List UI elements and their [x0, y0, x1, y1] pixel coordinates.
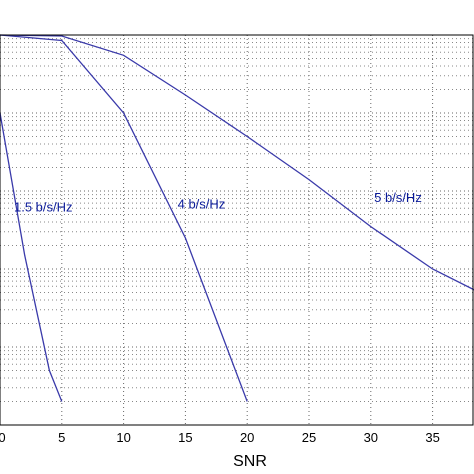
- x-axis-title: SNR: [233, 453, 267, 470]
- series-annotation-3: 5 b/s/Hz: [374, 190, 422, 205]
- x-tick-label: 30: [364, 430, 378, 445]
- grid: [0, 35, 473, 425]
- series-annotation-2: 4 b/s/Hz: [178, 196, 226, 211]
- annotations: 1.5 b/s/Hz 4 b/s/Hz 5 b/s/Hz: [14, 190, 422, 214]
- series-annotation-1: 1.5 b/s/Hz: [14, 199, 73, 214]
- x-tick-label: 15: [178, 430, 192, 445]
- x-tick-label: 20: [240, 430, 254, 445]
- plot-frame: [0, 34, 474, 426]
- x-tick-label: 0: [0, 430, 6, 445]
- series-line-2: [0, 34, 248, 402]
- x-tick-label: 5: [58, 430, 65, 445]
- series-line-1: [0, 112, 63, 402]
- series-line-3: [0, 34, 474, 291]
- series-lines: [0, 34, 474, 402]
- x-tick-label: 25: [302, 430, 316, 445]
- x-tick-labels: 0 5 10 15 20 25 30 35: [0, 430, 440, 445]
- x-tick-label: 35: [425, 430, 439, 445]
- x-tick-label: 10: [116, 430, 130, 445]
